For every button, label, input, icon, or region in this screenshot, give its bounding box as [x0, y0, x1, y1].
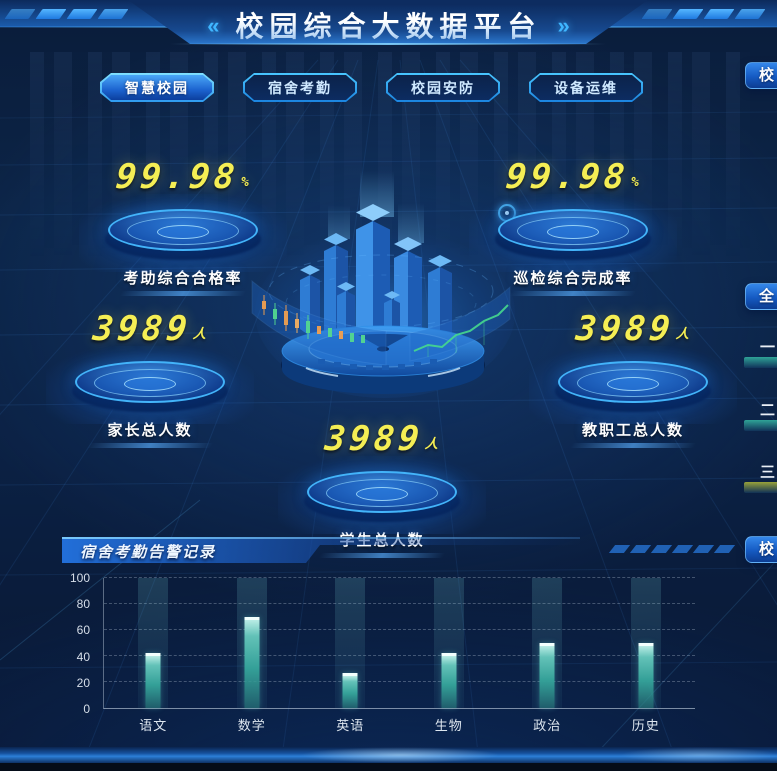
- rank-item-3-label: 三: [760, 464, 776, 481]
- x-axis-label: 政治: [533, 718, 562, 733]
- title-right-arrows-icon: »: [557, 13, 570, 38]
- header-glow-line: [170, 43, 606, 45]
- stat-label: 教职工总人数: [547, 419, 719, 448]
- app-header: « 校园综合大数据平台 »: [0, 0, 777, 50]
- bar-slot: 语文: [104, 578, 203, 733]
- nav-tabs: 智慧校园 宿舍考勤 校园安防 设备运维: [100, 73, 643, 102]
- x-axis-label: 历史: [631, 718, 660, 733]
- stat-parents-total: 3989人 家长总人数: [46, 309, 254, 448]
- bar-slot: 数学: [203, 578, 302, 733]
- platform-graphic: [469, 194, 677, 272]
- bar-政治[interactable]: [539, 643, 555, 708]
- stat-label: 家长总人数: [64, 419, 236, 448]
- title-left-arrows-icon: «: [207, 13, 220, 38]
- bar-slot: 历史: [597, 578, 696, 733]
- x-axis-label: 数学: [237, 718, 266, 733]
- rank-item-1-bar: [744, 357, 777, 368]
- gridline: [104, 681, 695, 682]
- dorm-alarm-bar-chart: 0 20 40 60 80 100 语文 数学 英语 生物 政治 历史: [0, 570, 777, 745]
- rank-item-2-bar: [744, 420, 777, 431]
- tab-smart-campus-label: 智慧校园: [102, 75, 212, 100]
- tab-dorm-attendance[interactable]: 宿舍考勤: [243, 73, 357, 102]
- gridline: [104, 655, 695, 656]
- y-axis-tick: 40: [76, 649, 90, 664]
- bar-slot: 政治: [498, 578, 597, 733]
- footer-strip-decor: [0, 747, 777, 763]
- tab-dorm-attendance-label: 宿舍考勤: [245, 75, 355, 100]
- platform-graphic: [46, 346, 254, 424]
- edge-panel-bottom-tab: 校: [745, 536, 777, 563]
- x-axis-label: 生物: [434, 718, 463, 733]
- stat-value: 3989: [90, 309, 194, 349]
- platform-graphic: [529, 346, 737, 424]
- bar-生物[interactable]: [441, 653, 457, 708]
- bar-chart-yaxis: 0 20 40 60 80 100: [56, 571, 96, 716]
- y-axis-tick: 100: [69, 571, 90, 585]
- x-axis-label: 语文: [139, 718, 168, 733]
- stat-value: 99.98: [504, 157, 631, 197]
- stat-value: 99.98: [114, 157, 241, 197]
- tab-equipment-ops-label: 设备运维: [531, 75, 641, 100]
- bar-数学[interactable]: [244, 617, 260, 708]
- stat-exam-pass-rate: 99.98% 考助综合合格率: [79, 157, 287, 296]
- stat-value: 3989: [322, 419, 426, 459]
- app-title: 校园综合大数据平台: [235, 5, 541, 45]
- footer-dark-strip: [0, 763, 777, 771]
- platform-graphic: [79, 194, 287, 272]
- stat-label: 考助综合合格率: [97, 267, 269, 296]
- bar-历史[interactable]: [638, 643, 654, 708]
- bar-chart-plot: 语文 数学 英语 生物 政治 历史: [103, 577, 696, 733]
- y-axis-tick: 60: [76, 623, 90, 638]
- stat-value: 3989: [573, 309, 677, 349]
- bar-语文[interactable]: [145, 653, 161, 708]
- stat-label: 巡检综合完成率: [487, 267, 659, 296]
- edge-panel-middle-tab: 全: [745, 283, 777, 310]
- rank-item-3-bar: [744, 482, 777, 493]
- tab-equipment-ops[interactable]: 设备运维: [529, 73, 643, 102]
- edge-panel-top-tab: 校: [745, 62, 777, 89]
- stat-staff-total: 3989人 教职工总人数: [529, 309, 737, 448]
- header-title-plate: [128, 0, 648, 44]
- y-axis-tick: 20: [76, 675, 90, 690]
- bar-英语[interactable]: [342, 672, 358, 708]
- panel-right-dashes-decor: [608, 545, 736, 553]
- x-axis-label: 英语: [336, 718, 365, 733]
- rank-item-1-label: 一: [760, 339, 776, 356]
- bar-slot: 英语: [301, 578, 400, 733]
- gridline: [104, 577, 695, 578]
- stat-inspection-complete-rate: 99.98% 巡检综合完成率: [469, 157, 677, 296]
- platform-graphic: [278, 456, 486, 534]
- bar-slot: 生物: [400, 578, 499, 733]
- gridline: [104, 603, 695, 604]
- tab-campus-security[interactable]: 校园安防: [386, 73, 500, 102]
- y-axis-tick: 80: [76, 597, 90, 612]
- rank-item-2-label: 二: [760, 402, 776, 419]
- panel-title: 宿舍考勤告警记录: [80, 544, 217, 561]
- y-axis-tick: 0: [83, 702, 90, 716]
- tab-campus-security-label: 校园安防: [388, 75, 498, 100]
- tab-smart-campus[interactable]: 智慧校园: [100, 73, 214, 102]
- gridline: [104, 629, 695, 630]
